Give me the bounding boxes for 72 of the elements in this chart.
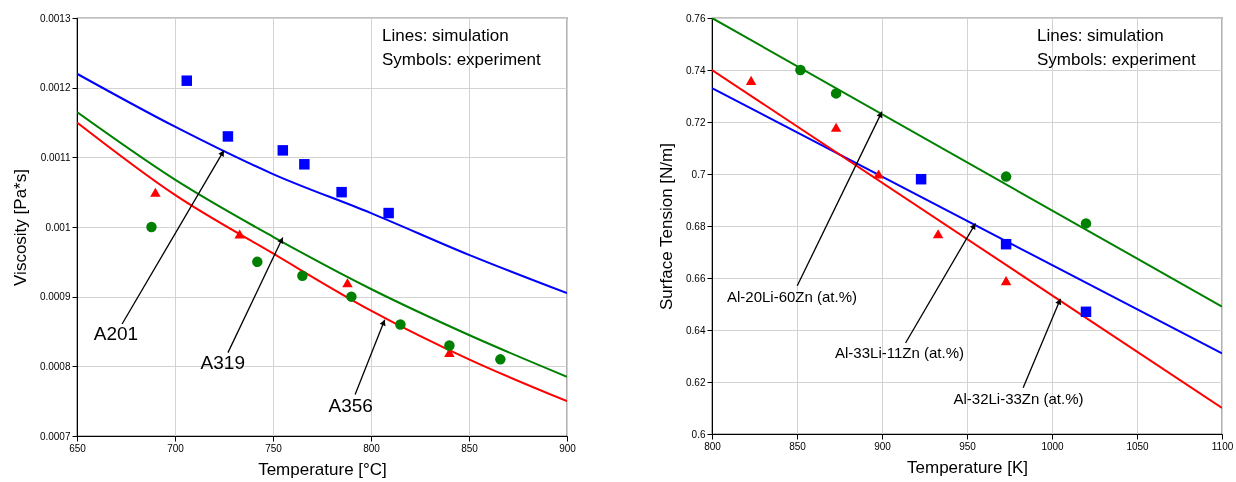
y-tick-label: 0.6 — [691, 428, 706, 440]
point — [745, 75, 757, 85]
point — [234, 229, 245, 239]
point — [495, 354, 506, 365]
point — [150, 187, 161, 197]
x-tick-label: 1050 — [1126, 440, 1150, 452]
x-tick-label: 1000 — [1041, 440, 1065, 452]
point — [395, 319, 406, 330]
x-tick-label: 850 — [461, 442, 479, 454]
point — [830, 88, 842, 99]
y-tick-label: 0.0012 — [39, 82, 71, 94]
y-tick-label: 0.66 — [686, 272, 706, 284]
y-tick-label: 0.72 — [686, 116, 706, 128]
point — [346, 291, 357, 302]
y-tick-label: 0.0008 — [39, 360, 71, 372]
annotation: Lines: simulation — [382, 26, 509, 45]
annotation: A356 — [328, 394, 373, 416]
point — [932, 229, 944, 239]
point — [277, 145, 289, 156]
x-tick-label: 900 — [874, 440, 892, 452]
point — [383, 207, 394, 219]
x-tick-label: 800 — [704, 440, 722, 452]
x-tick-label: 850 — [789, 440, 807, 452]
point — [795, 64, 806, 76]
point — [830, 122, 842, 132]
y-tick-label: 0.0011 — [40, 151, 71, 163]
y-tick-label: 0.68 — [686, 220, 706, 232]
point — [297, 270, 308, 281]
x-tick-label: 800 — [363, 442, 381, 454]
x-tick-label: 900 — [559, 442, 577, 454]
x-axis-title: Temperature [K] — [907, 457, 1028, 477]
y-tick-label: 0.0007 — [39, 430, 71, 442]
point — [915, 173, 927, 185]
y-axis-title: Surface Tension [N/m] — [657, 143, 677, 310]
annotation: A201 — [93, 323, 139, 345]
x-tick-label: 750 — [265, 442, 283, 454]
y-tick-label: 0.0013 — [39, 12, 71, 24]
point — [1080, 218, 1092, 229]
y-tick-label: 0.7 — [691, 168, 706, 180]
y-axis-title: Viscosity [Pa*s] — [10, 169, 30, 286]
annotation: Lines: simulation — [1037, 26, 1164, 45]
point — [252, 256, 263, 268]
y-tick-label: 0.74 — [686, 64, 706, 76]
y-tick-label: 0.001 — [45, 221, 71, 233]
x-tick-label: 950 — [959, 440, 977, 452]
x-tick-label: 700 — [167, 442, 185, 454]
x-axis-title: Temperature [°C] — [258, 459, 387, 479]
point — [146, 221, 157, 233]
annotation: Symbols: experiment — [382, 50, 541, 69]
annotation: Symbols: experiment — [1037, 50, 1196, 69]
point — [1000, 171, 1012, 182]
annotation: Al-33Li-11Zn (at.%) — [835, 344, 964, 362]
point — [873, 169, 884, 179]
x-tick-label: 1100 — [1211, 440, 1234, 452]
y-tick-label: 0.62 — [686, 376, 706, 388]
y-tick-label: 0.64 — [686, 324, 706, 336]
annotation: A319 — [200, 352, 245, 374]
point — [336, 186, 347, 198]
y-tick-label: 0.76 — [686, 12, 706, 24]
point — [222, 131, 234, 142]
point — [1000, 276, 1012, 286]
line-series — [77, 72, 567, 295]
point — [181, 75, 192, 86]
point — [342, 278, 353, 288]
point — [299, 159, 310, 170]
annotation: Al-20Li-60Zn (at.%) — [726, 287, 858, 305]
x-tick-label: 650 — [69, 442, 87, 454]
point — [1000, 238, 1012, 250]
point — [444, 340, 455, 351]
annotation: Al-32Li-33Zn (at.%) — [953, 389, 1084, 407]
y-tick-label: 0.0009 — [39, 291, 71, 303]
point — [1080, 306, 1092, 318]
